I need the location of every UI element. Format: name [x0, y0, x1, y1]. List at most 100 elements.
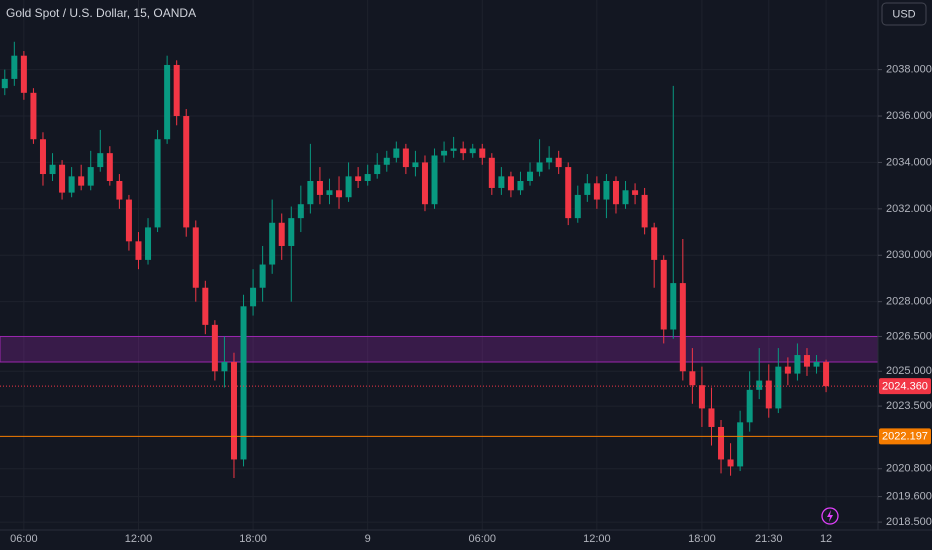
candle-body	[336, 190, 343, 198]
candle-body	[183, 116, 190, 228]
candle-body	[87, 167, 94, 186]
x-tick-label: 21:30	[755, 533, 783, 545]
y-tick-label: 2020.800	[886, 463, 932, 475]
candle-body	[727, 459, 734, 467]
icon-ring[interactable]	[821, 507, 839, 525]
candle-body	[698, 385, 705, 409]
candle-body	[450, 148, 457, 151]
candle-body	[259, 264, 266, 288]
candle-body	[651, 227, 658, 260]
candle-body	[718, 426, 725, 460]
x-tick-label: 9	[365, 533, 371, 545]
candle-body	[106, 153, 113, 181]
candle-body	[68, 176, 75, 193]
candle-body	[393, 148, 400, 158]
y-tick-label: 2018.500	[886, 516, 932, 528]
plot-area	[0, 0, 879, 530]
y-tick-label: 2025.000	[886, 365, 932, 377]
y-tick-label: 2028.000	[886, 296, 932, 308]
candle-body	[536, 162, 543, 172]
candle-body	[1, 78, 8, 89]
candle-body	[469, 148, 476, 154]
candle-body	[794, 355, 801, 374]
candle-body	[584, 183, 591, 195]
candle-body	[364, 174, 371, 181]
candle-body	[154, 139, 161, 228]
price-tag-label: 2022.197	[882, 431, 928, 443]
candle-body	[173, 64, 180, 117]
candle-body	[803, 355, 810, 367]
candle-body	[507, 176, 514, 191]
candle-body	[632, 190, 639, 195]
candle-body	[431, 155, 438, 205]
candle-body	[670, 283, 677, 330]
candle-body	[202, 287, 209, 325]
candle-body	[30, 92, 37, 140]
currency-label[interactable]: USD	[892, 8, 915, 20]
candle-body	[737, 422, 744, 467]
candle-body	[116, 180, 123, 200]
candle-body	[278, 222, 285, 246]
candle-body	[622, 190, 629, 205]
chart-title: Gold Spot / U.S. Dollar, 15, OANDA	[6, 6, 196, 20]
candle-body	[412, 162, 419, 168]
x-tick-label: 18:00	[239, 533, 267, 545]
candle-body	[527, 171, 534, 181]
candle-body	[326, 190, 333, 195]
candle-body	[746, 389, 753, 423]
candle-body	[374, 164, 381, 175]
candle-body	[211, 324, 218, 372]
candle-body	[441, 150, 448, 156]
x-tick-label: 06:00	[469, 533, 497, 545]
candle-body	[297, 204, 304, 219]
candle-body	[660, 259, 667, 330]
candle-body	[307, 180, 314, 205]
candle-body	[593, 183, 600, 200]
candle-body	[135, 241, 142, 260]
candle-body	[765, 380, 772, 409]
price-tag	[879, 378, 931, 395]
candle-body	[355, 176, 362, 181]
candle-body	[345, 176, 352, 198]
candle-body	[460, 148, 467, 154]
x-tick-label: 12	[820, 533, 832, 545]
candle-body	[784, 366, 791, 374]
candle-body	[78, 176, 85, 186]
candle-body	[603, 180, 610, 200]
candle-body	[250, 287, 257, 307]
x-tick-label: 06:00	[10, 533, 38, 545]
currency-button[interactable]	[881, 2, 927, 26]
candle-body	[269, 222, 276, 265]
icon-bolt[interactable]	[827, 510, 833, 522]
y-tick-label: 2026.500	[886, 330, 932, 342]
candle-body	[823, 361, 830, 387]
candle-body	[125, 199, 132, 242]
replay-icon[interactable]	[821, 507, 839, 525]
candle-body	[230, 361, 237, 460]
candle-body	[39, 139, 46, 175]
candle-body	[689, 371, 696, 386]
candle-body	[11, 55, 18, 79]
y-tick-label: 2023.500	[886, 400, 932, 412]
candle-body	[421, 162, 428, 205]
y-tick-label: 2034.000	[886, 156, 932, 168]
candle-body	[756, 380, 763, 390]
y-tick-label: 2038.000	[886, 64, 932, 76]
candle-body	[775, 366, 782, 409]
candle-body	[679, 283, 686, 372]
candle-body	[316, 180, 323, 195]
x-tick-label: 12:00	[583, 533, 611, 545]
candle-body	[145, 227, 152, 260]
candle-body	[612, 180, 619, 205]
candle-body	[402, 148, 409, 168]
candle-body	[574, 194, 581, 219]
candle-body	[97, 153, 104, 168]
candle-body	[288, 218, 295, 246]
candle-body	[240, 306, 247, 460]
candle-body	[555, 157, 562, 168]
candle-body	[20, 55, 27, 93]
candle-body	[517, 180, 524, 191]
